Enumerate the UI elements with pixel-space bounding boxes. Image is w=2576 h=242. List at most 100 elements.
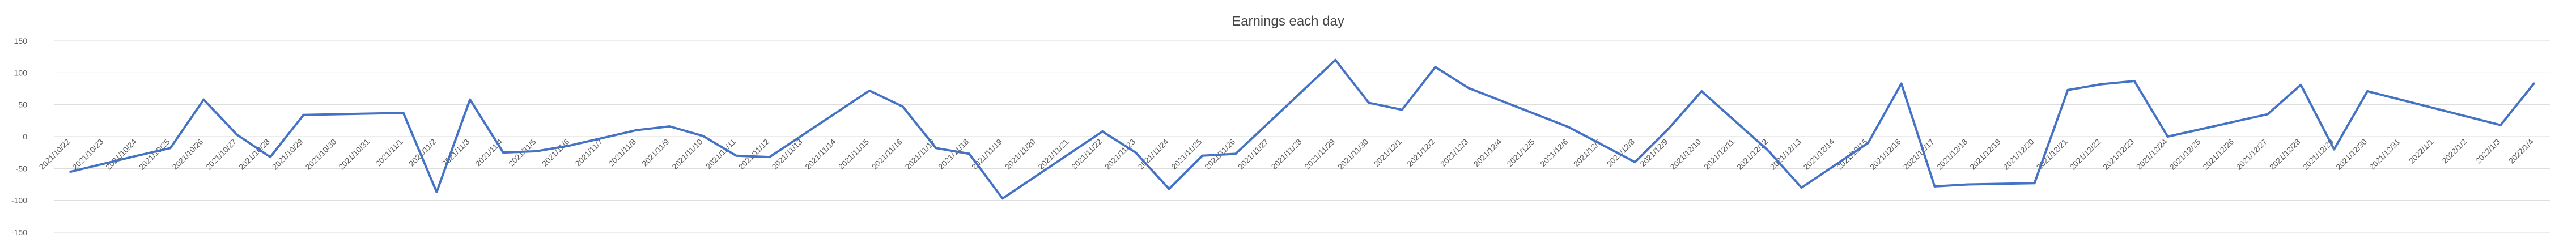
x-tick-label: 2022/1/1 <box>2407 137 2435 165</box>
x-tick-label: 2021/10/31 <box>337 137 371 172</box>
data-point <box>2033 182 2036 185</box>
data-point <box>236 133 239 136</box>
data-point <box>302 113 305 116</box>
x-tick-label: 2021/11/16 <box>870 137 904 171</box>
data-point <box>635 129 638 131</box>
data-point <box>2333 148 2336 151</box>
x-tick-label: 2021/12/20 <box>2001 137 2036 172</box>
y-axis-tick-labels: -150 -100 -50 0 50 100 150 <box>11 36 27 237</box>
data-point <box>901 105 904 108</box>
data-point <box>1467 87 1470 90</box>
x-tick-label: 2021/12/8 <box>1605 137 1637 169</box>
y-tick-label: 0 <box>23 132 27 141</box>
data-point <box>702 134 705 137</box>
x-tick-label: 2021/12/19 <box>1968 137 2002 172</box>
x-axis-tick-labels: 2021/10/222021/10/232021/10/242021/10/25… <box>37 137 2535 172</box>
x-tick-label: 2021/12/18 <box>1934 137 1969 172</box>
x-tick-label: 2021/12/17 <box>1902 137 1936 172</box>
x-tick-label: 2021/11/28 <box>1269 137 1303 171</box>
x-tick-label: 2021/11/4 <box>473 137 504 168</box>
data-point <box>2266 113 2269 116</box>
data-point <box>1367 101 1370 104</box>
data-point <box>2100 83 2103 86</box>
data-point <box>1767 149 1769 152</box>
data-point <box>435 191 438 194</box>
data-point <box>1933 185 1936 188</box>
data-point <box>1900 82 1903 85</box>
data-point <box>2066 88 2069 91</box>
x-tick-label: 2021/11/19 <box>970 137 1004 171</box>
data-point <box>968 152 971 155</box>
x-tick-label: 2021/12/31 <box>2367 137 2402 172</box>
data-point <box>935 147 937 150</box>
data-point <box>135 154 138 157</box>
x-tick-label: 2021/10/24 <box>104 137 138 172</box>
x-tick-label: 2021/12/12 <box>1735 137 1769 172</box>
data-point <box>868 89 871 92</box>
x-tick-label: 2021/12/5 <box>1505 137 1537 169</box>
x-tick-label: 2021/11/8 <box>606 137 638 168</box>
x-tick-label: 2021/12/27 <box>2234 137 2269 172</box>
data-point <box>2133 79 2136 82</box>
x-tick-label: 2021/12/1 <box>1372 137 1403 169</box>
x-tick-label: 2021/10/29 <box>270 137 305 172</box>
x-tick-label: 2021/11/10 <box>670 137 704 171</box>
x-tick-label: 2021/12/22 <box>2068 137 2102 172</box>
x-tick-label: 2021/11/1 <box>374 137 405 168</box>
y-tick-label: -100 <box>11 196 27 205</box>
data-point <box>1401 108 1403 111</box>
data-point <box>2166 135 2169 138</box>
x-tick-label: 2021/11/27 <box>1236 137 1270 171</box>
data-point <box>469 98 472 101</box>
data-point <box>602 137 605 139</box>
x-tick-label: 2021/10/27 <box>203 137 238 172</box>
x-tick-label: 2022/1/4 <box>2507 137 2535 165</box>
x-tick-label: 2021/12/6 <box>1538 137 1570 169</box>
chart-title: Earnings each day <box>1232 14 1344 29</box>
data-point <box>169 147 172 150</box>
x-tick-label: 2021/11/14 <box>803 137 837 171</box>
data-point <box>2532 82 2535 85</box>
x-tick-label: 2021/12/4 <box>1472 137 1504 169</box>
x-tick-label: 2021/11/30 <box>1336 137 1370 171</box>
x-tick-label: 2021/11/25 <box>1169 137 1203 171</box>
x-tick-label: 2021/11/24 <box>1136 137 1170 171</box>
data-point <box>1800 186 1803 189</box>
x-tick-label: 2021/11/20 <box>1003 137 1037 171</box>
x-tick-label: 2021/11/12 <box>737 137 771 171</box>
x-tick-label: 2021/12/25 <box>2168 137 2202 172</box>
series-layer <box>69 58 2535 200</box>
data-point <box>1168 188 1170 190</box>
y-tick-label: -150 <box>11 228 27 237</box>
x-tick-label: 2021/12/14 <box>1801 137 1836 172</box>
x-tick-label: 2021/12/2 <box>1405 137 1437 169</box>
x-tick-label: 2021/12/23 <box>2101 137 2136 172</box>
y-tick-label: -50 <box>16 164 27 173</box>
x-tick-label: 2021/12/3 <box>1438 137 1470 169</box>
x-tick-label: 2021/12/26 <box>2201 137 2235 172</box>
data-point <box>69 170 72 173</box>
x-tick-label: 2021/11/2 <box>407 137 438 168</box>
x-tick-label: 2021/11/9 <box>640 137 671 168</box>
x-tick-label: 2021/12/28 <box>2268 137 2302 172</box>
data-point <box>2366 90 2369 93</box>
data-point <box>1434 66 1437 69</box>
x-tick-label: 2021/12/10 <box>1669 137 1703 172</box>
data-point <box>1667 128 1670 130</box>
y-tick-label: 50 <box>18 100 27 109</box>
x-tick-label: 2021/11/21 <box>1036 137 1070 171</box>
x-tick-label: 2021/10/22 <box>37 137 72 172</box>
data-point <box>1866 142 1869 145</box>
data-point <box>1700 90 1703 93</box>
x-tick-label: 2021/12/16 <box>1868 137 1903 172</box>
data-point <box>535 150 538 152</box>
x-tick-label: 2021/11/29 <box>1302 137 1336 171</box>
x-tick-label: 2021/12/11 <box>1702 137 1736 171</box>
data-point <box>1101 130 1104 133</box>
data-point <box>2299 83 2302 86</box>
x-tick-label: 2021/10/23 <box>70 137 105 172</box>
data-point <box>402 112 405 114</box>
x-tick-label: 2022/1/3 <box>2473 137 2502 165</box>
